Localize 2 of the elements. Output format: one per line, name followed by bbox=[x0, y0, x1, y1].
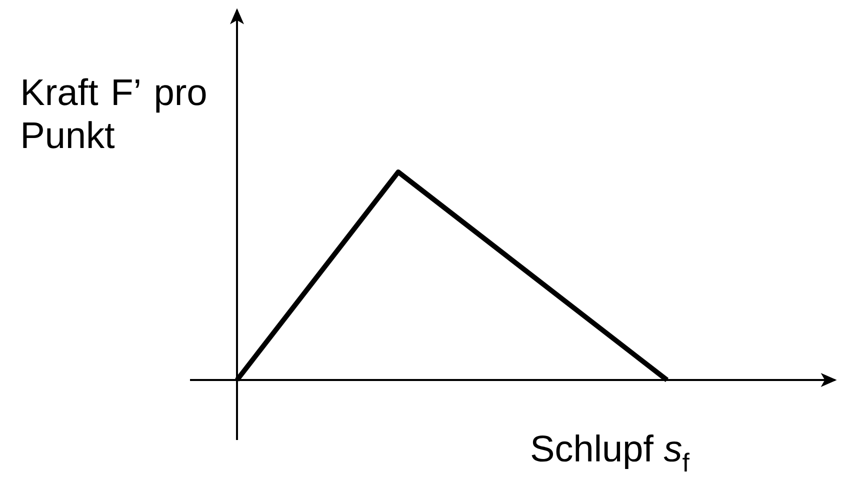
x-axis-title: Schlupf s$_{f}$ bbox=[532, 434, 690, 472]
y-axis-title: Kraft F’ pro Punkt bbox=[23, 78, 206, 148]
